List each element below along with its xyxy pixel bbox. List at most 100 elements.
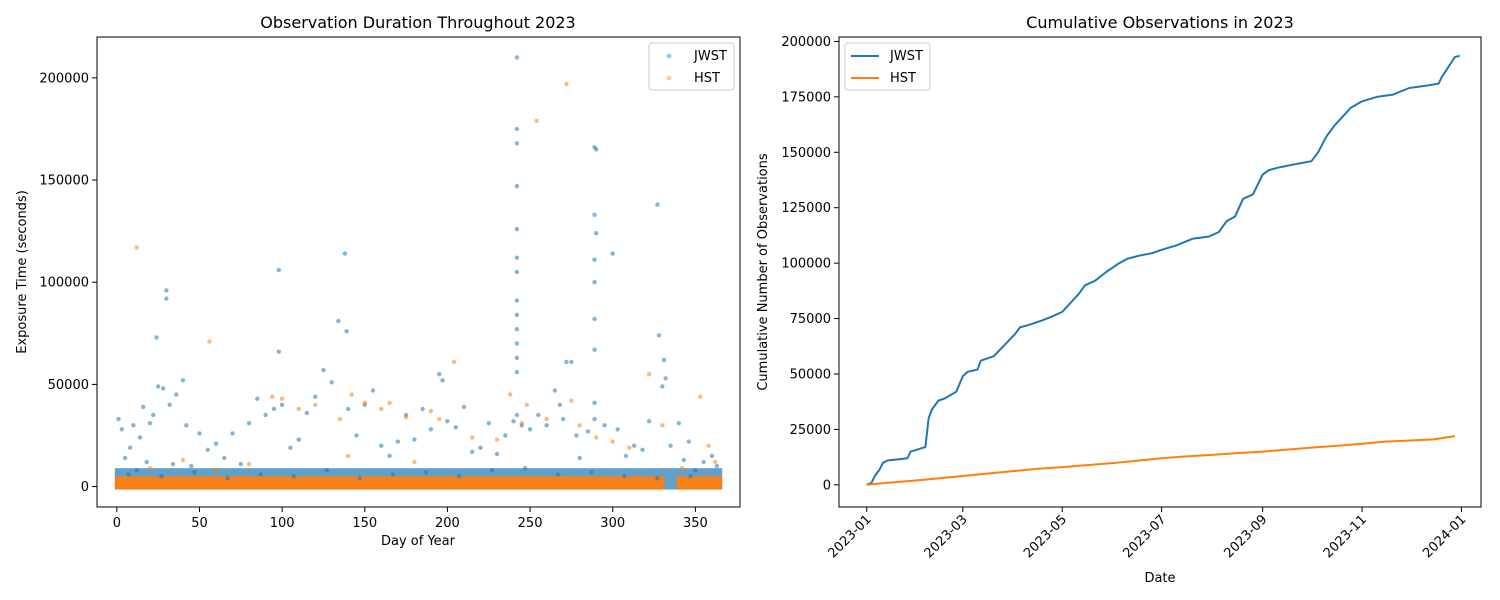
point-hst: [713, 459, 718, 465]
point-jwst: [514, 141, 520, 146]
point-hst: [544, 416, 549, 422]
point-jwst: [127, 445, 133, 450]
point-hst: [610, 439, 615, 444]
scatter-axes-frame: [96, 36, 741, 508]
point-jwst: [514, 255, 520, 260]
point-jwst: [342, 251, 348, 256]
point-jwst: [370, 388, 376, 393]
point-jwst: [423, 470, 429, 475]
y-tick-label: 50000: [48, 378, 89, 393]
line-axes-frame: [838, 36, 1482, 508]
point-jwst: [184, 423, 189, 428]
point-jwst: [412, 437, 417, 442]
point-hst: [437, 416, 442, 422]
point-jwst: [514, 312, 520, 318]
point-jwst: [527, 427, 533, 432]
point-jwst: [610, 251, 615, 256]
point-jwst: [514, 269, 520, 275]
x-tick-label: 2024-01: [1420, 512, 1469, 561]
point-jwst: [437, 372, 442, 377]
point-hst: [412, 459, 417, 465]
point-jwst: [589, 470, 594, 475]
point-jwst: [189, 463, 194, 469]
point-jwst: [544, 423, 549, 428]
point-jwst: [456, 474, 462, 479]
point-jwst: [387, 453, 392, 459]
point-jwst: [304, 410, 310, 416]
point-jwst: [522, 466, 528, 471]
y-tick-label: 175000: [781, 90, 831, 105]
point-jwst: [296, 437, 301, 442]
scatter-x-ticks: 0 50 100 150 200 250 300 350: [113, 507, 708, 531]
point-jwst: [167, 402, 172, 407]
point-hst: [524, 402, 529, 407]
point-hst: [569, 398, 574, 403]
point-jwst: [205, 447, 210, 452]
point-hst: [534, 118, 539, 124]
x-tick-label: 350: [683, 516, 708, 531]
x-tick-label: 2023-09: [1221, 512, 1270, 561]
point-jwst: [503, 433, 508, 438]
point-hst: [270, 394, 275, 399]
point-jwst: [655, 202, 660, 207]
x-tick-label: 2023-05: [1021, 512, 1070, 561]
y-tick-label: 100000: [781, 257, 831, 272]
series-line-hst: [866, 435, 1456, 486]
y-tick-label: 0: [823, 478, 831, 493]
point-jwst: [336, 318, 341, 324]
line-plot-area: [866, 54, 1461, 486]
point-hst: [147, 466, 153, 471]
point-jwst: [258, 472, 263, 477]
y-tick-label: 150000: [39, 174, 89, 189]
y-tick-label: 25000: [790, 423, 831, 438]
point-jwst: [440, 378, 445, 383]
point-jwst: [238, 461, 243, 467]
point-hst: [698, 394, 703, 399]
point-jwst: [141, 404, 146, 410]
point-jwst: [514, 226, 520, 232]
point-jwst: [170, 461, 176, 467]
point-jwst: [668, 443, 673, 448]
point-hst: [403, 414, 409, 420]
x-tick-label: 2023-03: [922, 512, 971, 561]
point-jwst: [486, 421, 491, 426]
point-jwst: [592, 257, 597, 262]
point-jwst: [276, 267, 281, 273]
point-jwst: [574, 433, 579, 438]
point-jwst: [192, 470, 197, 475]
point-jwst: [646, 419, 652, 424]
legend-jwst-line-label: JWST: [889, 49, 923, 64]
point-hst: [349, 392, 354, 397]
point-jwst: [569, 359, 574, 365]
point-jwst: [122, 455, 128, 461]
point-jwst: [494, 451, 500, 457]
point-hst: [296, 406, 301, 412]
point-jwst: [681, 457, 686, 463]
point-jwst: [660, 384, 665, 389]
point-jwst: [246, 421, 252, 426]
scatter-legend-box: [648, 42, 735, 91]
point-hst: [379, 406, 384, 412]
point-jwst: [688, 474, 693, 479]
point-jwst: [357, 476, 362, 481]
point-jwst: [354, 433, 359, 438]
x-tick-label: 50: [191, 516, 208, 531]
point-jwst: [577, 455, 582, 461]
point-jwst: [514, 298, 520, 303]
point-jwst: [154, 335, 159, 340]
point-jwst: [470, 449, 475, 454]
point-jwst: [478, 445, 483, 450]
point-jwst: [514, 327, 520, 332]
series-line-jwst: [866, 54, 1461, 486]
point-jwst: [556, 472, 561, 477]
point-hst: [180, 457, 186, 463]
point-hst: [451, 359, 457, 365]
point-jwst: [640, 447, 645, 452]
point-jwst: [156, 384, 161, 389]
line-x-ticks: 2023-01 2023-03 2023-05 2023-07 2023-09 2023-…: [826, 507, 1469, 561]
x-tick-label: 100: [270, 516, 295, 531]
x-tick-label: 250: [518, 516, 543, 531]
point-hst: [346, 453, 351, 459]
point-hst: [577, 423, 582, 428]
x-tick-label: 300: [600, 516, 625, 531]
